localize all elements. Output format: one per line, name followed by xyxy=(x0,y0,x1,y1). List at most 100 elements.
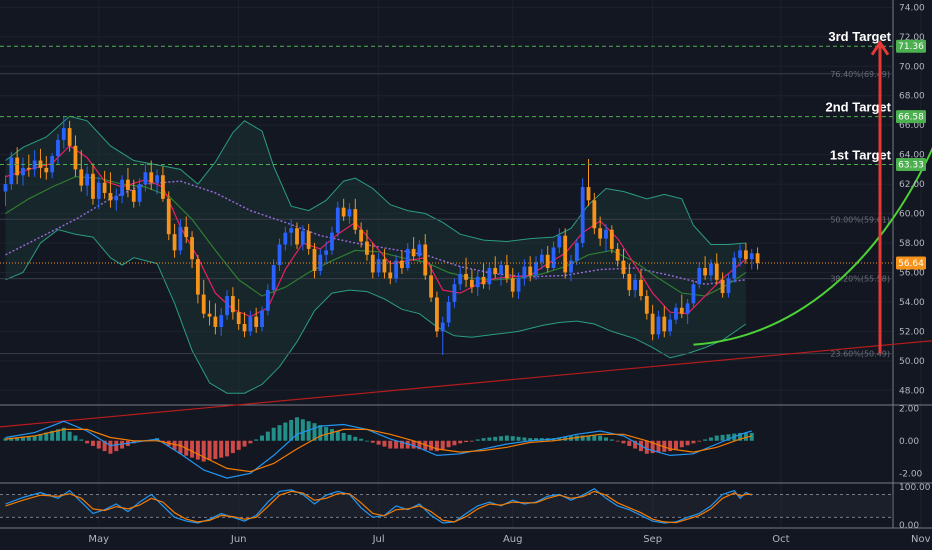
macd-histogram-bar xyxy=(499,436,504,441)
candle xyxy=(143,163,148,192)
candle xyxy=(225,290,229,320)
candle-body xyxy=(195,259,200,295)
macd-histogram-bar xyxy=(230,440,235,454)
candle xyxy=(61,116,66,149)
macd-histogram-bar xyxy=(102,440,107,452)
candle-body xyxy=(15,157,20,176)
candle xyxy=(230,287,235,320)
price-tick-label: 56.00 xyxy=(899,268,925,278)
macd-histogram-bar xyxy=(399,440,404,449)
candle xyxy=(79,150,84,192)
candle xyxy=(213,303,218,335)
candle-body xyxy=(738,250,742,258)
candle-body xyxy=(324,250,329,255)
macd-histogram-bar xyxy=(464,440,469,443)
candle xyxy=(265,284,270,316)
candle xyxy=(347,203,352,224)
candle xyxy=(400,250,404,274)
macd-histogram-bar xyxy=(236,440,241,450)
macd-histogram-bar xyxy=(394,440,399,449)
candle-body xyxy=(353,209,358,230)
macd-histogram-bar xyxy=(673,440,678,450)
macd-histogram-bar xyxy=(265,431,270,441)
candle xyxy=(738,244,742,267)
candle-body xyxy=(388,272,393,279)
candle xyxy=(353,198,358,235)
candle-body xyxy=(289,228,294,233)
candle xyxy=(598,216,603,246)
price-tick-label: 62.00 xyxy=(899,180,925,190)
price-axis: 48.00 50.00 52.00 54.00 56.00 58.00 60.00 62.00… xyxy=(899,3,931,531)
macd-histogram-bar xyxy=(190,440,195,458)
macd-histogram-bar xyxy=(120,440,125,449)
macd-histogram-bar xyxy=(114,440,119,452)
growth-curve-path xyxy=(693,146,932,346)
candlesticks xyxy=(3,116,760,355)
macd-histogram-bar xyxy=(615,440,620,442)
candle-body xyxy=(190,237,194,260)
macd-histogram-bar xyxy=(743,432,748,441)
macd-histogram-bar xyxy=(708,437,713,441)
time-tick-label: Oct xyxy=(772,534,789,545)
candle-body xyxy=(359,229,364,242)
candle-body xyxy=(627,273,632,291)
macd-histogram-bar xyxy=(277,425,282,441)
candle xyxy=(674,303,678,324)
candle xyxy=(96,176,101,210)
macd-histogram-bar xyxy=(73,435,78,441)
macd-histogram-bar xyxy=(557,437,562,441)
macd-histogram-bar xyxy=(300,419,305,441)
candle-body xyxy=(394,260,399,279)
candle-body xyxy=(400,260,404,269)
candle xyxy=(586,159,591,207)
candle-body xyxy=(3,184,8,192)
price-badge-label: 71.36 xyxy=(898,42,924,52)
candle xyxy=(120,175,124,204)
candle xyxy=(639,269,643,301)
candle-body xyxy=(225,296,229,316)
candle-body xyxy=(9,157,14,185)
macd-histogram-bar xyxy=(90,440,95,446)
macd-histogram-bar xyxy=(738,432,743,441)
macd-histogram-bar xyxy=(382,440,387,447)
candle-body xyxy=(709,263,713,276)
fib-label: 50.00%(59.61) xyxy=(830,215,890,224)
macd-histogram-bar xyxy=(295,417,299,441)
candle-body xyxy=(91,173,95,199)
bollinger-bands xyxy=(5,115,747,394)
fibonacci-levels: 76.40%(69.49) 50.00%(59.61) 38.20%(55.58) 2… xyxy=(0,70,893,359)
target-label: 3rd Target xyxy=(828,29,891,44)
macd-histogram-bar xyxy=(458,440,463,444)
candle xyxy=(423,234,428,280)
candle xyxy=(615,243,620,267)
candle-body xyxy=(470,279,474,288)
macd-histogram-bar xyxy=(417,440,422,450)
candle xyxy=(470,269,474,294)
candle-body xyxy=(697,268,702,285)
candle-body xyxy=(528,266,533,276)
macd-histogram-bar xyxy=(446,440,451,448)
candle xyxy=(685,298,690,324)
candle-body xyxy=(166,198,171,235)
macd-histogram-bar xyxy=(108,440,113,454)
candle-body xyxy=(248,316,253,332)
candle xyxy=(656,310,661,339)
candle-body xyxy=(475,276,480,288)
macd-histogram-bar xyxy=(679,440,684,448)
candle xyxy=(44,156,49,180)
macd-histogram-bar xyxy=(79,439,84,441)
macd-histogram-bar xyxy=(528,438,533,441)
candle-body xyxy=(714,263,719,280)
candle xyxy=(435,291,439,338)
candle xyxy=(551,241,556,271)
candle-body xyxy=(312,248,317,271)
candle-body xyxy=(499,265,503,274)
macd-histogram-bar xyxy=(650,440,655,454)
macd-histogram-bar xyxy=(516,436,521,441)
candle-body xyxy=(79,169,84,186)
growth-curve xyxy=(693,146,932,346)
macd-histogram-bar xyxy=(55,429,60,441)
candle-body xyxy=(201,294,206,314)
candle-body xyxy=(458,273,463,285)
candle xyxy=(184,216,189,243)
